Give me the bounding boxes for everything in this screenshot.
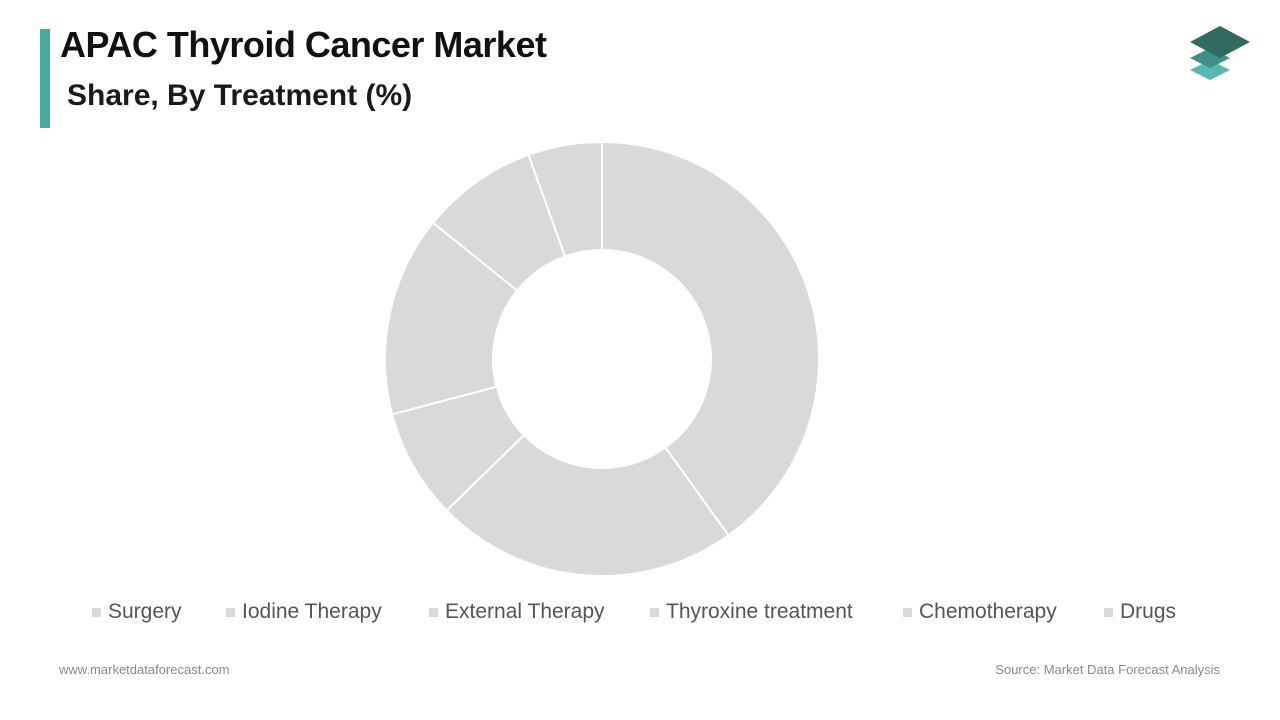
legend-swatch xyxy=(226,607,235,617)
legend-label: Iodine Therapy xyxy=(242,600,382,623)
legend-item: External Therapy xyxy=(429,600,605,624)
logo-top-layer xyxy=(1190,26,1250,58)
chart-title: APAC Thyroid Cancer Market xyxy=(60,24,547,65)
legend-item: Iodine Therapy xyxy=(226,600,382,624)
donut-slice-iodine-therapy xyxy=(445,433,730,577)
layered-stack-icon xyxy=(1190,26,1250,80)
title-accent-bar xyxy=(40,29,50,128)
legend-label: Drugs xyxy=(1120,600,1177,623)
donut-slice-surgery xyxy=(601,140,820,537)
legend-swatch xyxy=(92,607,101,617)
legend-swatch xyxy=(429,607,438,617)
legend-item: Drugs xyxy=(1104,600,1176,624)
source-note: Source: Market Data Forecast Analysis xyxy=(995,662,1220,677)
chart-legend: Surgery Iodine Therapy External Therapy Thy… xyxy=(0,600,1280,630)
logo-bottom-layer xyxy=(1190,60,1230,80)
legend-swatch xyxy=(903,607,912,617)
legend-label: Chemotherapy xyxy=(919,600,1057,623)
legend-swatch xyxy=(650,607,659,617)
legend-label: Thyroxine treatment xyxy=(666,600,853,623)
legend-item: Chemotherapy xyxy=(903,600,1057,624)
legend-item: Surgery xyxy=(92,600,182,624)
legend-item: Thyroxine treatment xyxy=(650,600,853,624)
chart-subtitle: Share, By Treatment (%) xyxy=(67,79,413,112)
website-url: www.marketdataforecast.com xyxy=(59,662,230,677)
legend-label: Surgery xyxy=(108,600,182,623)
donut-slice-drugs xyxy=(527,140,603,258)
legend-label: External Therapy xyxy=(445,600,605,623)
legend-swatch xyxy=(1104,607,1113,617)
donut-slice-thyroxine-treatment xyxy=(384,221,519,416)
